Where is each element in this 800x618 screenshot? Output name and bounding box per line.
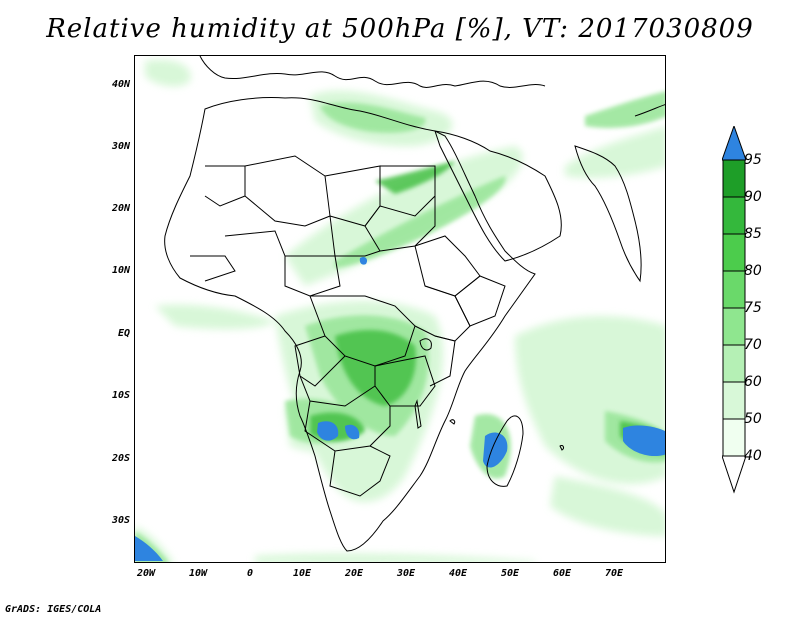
colorbar-label-60: 60 xyxy=(744,374,762,390)
lon-label-30e: 30E xyxy=(396,568,416,579)
lon-label-50e: 50E xyxy=(500,568,520,579)
colorbar-label-50: 50 xyxy=(744,411,762,427)
europe-coastline xyxy=(199,56,546,88)
lon-label-20w: 20W xyxy=(136,568,156,579)
colorbar-bin-40-50 xyxy=(722,418,746,457)
colorbar-label-80: 80 xyxy=(744,263,762,279)
arabia-coastline xyxy=(434,130,562,262)
colorbar-label-90: 90 xyxy=(744,189,762,205)
colorbar-bin-50-60 xyxy=(722,381,746,420)
colorbar-bottom-arrow xyxy=(722,455,746,494)
lat-label-30s: 30S xyxy=(111,515,130,526)
grads-credit: GrADS: IGES/COLA xyxy=(5,604,102,615)
colorbar-label-70: 70 xyxy=(744,337,762,353)
lat-label-10s: 10S xyxy=(111,390,130,401)
chart-title: Relative humidity at 500hPa [%], VT: 201… xyxy=(46,14,754,44)
colorbar-bin-70-75 xyxy=(722,307,746,346)
colorbar xyxy=(722,126,746,494)
lon-label-0: 0 xyxy=(246,568,254,579)
lat-label-30n: 30N xyxy=(111,141,130,152)
madagascar-coastline xyxy=(486,415,524,487)
map-panel xyxy=(134,55,666,563)
humidity-map xyxy=(135,56,665,562)
lat-label-10n: 10N xyxy=(111,265,130,276)
lon-label-70e: 70E xyxy=(604,568,624,579)
lon-label-40e: 40E xyxy=(448,568,468,579)
lat-label-eq: EQ xyxy=(117,328,130,339)
lon-label-10e: 10E xyxy=(292,568,312,579)
coastlines xyxy=(164,56,665,552)
colorbar-label-40: 40 xyxy=(744,448,762,464)
colorbar-bin-60-70 xyxy=(722,344,746,383)
lat-label-20s: 20S xyxy=(111,453,130,464)
colorbar-label-75: 75 xyxy=(744,300,762,316)
lon-label-10w: 10W xyxy=(188,568,208,579)
colorbar-bin-85-90 xyxy=(722,196,746,235)
india-coastline xyxy=(574,145,642,283)
colorbar-bin-80-85 xyxy=(722,233,746,272)
humidity-layer-saturated xyxy=(135,256,665,561)
lon-label-20e: 20E xyxy=(344,568,364,579)
lon-label-60e: 60E xyxy=(552,568,572,579)
africa-coastline xyxy=(164,97,536,552)
colorbar-label-85: 85 xyxy=(744,226,762,242)
colorbar-label-95: 95 xyxy=(744,152,762,168)
lat-label-20n: 20N xyxy=(111,203,130,214)
colorbar-bin-90-95 xyxy=(722,159,746,198)
colorbar-top-arrow xyxy=(722,126,746,161)
colorbar-bin-75-80 xyxy=(722,270,746,309)
lat-label-40n: 40N xyxy=(111,79,130,90)
